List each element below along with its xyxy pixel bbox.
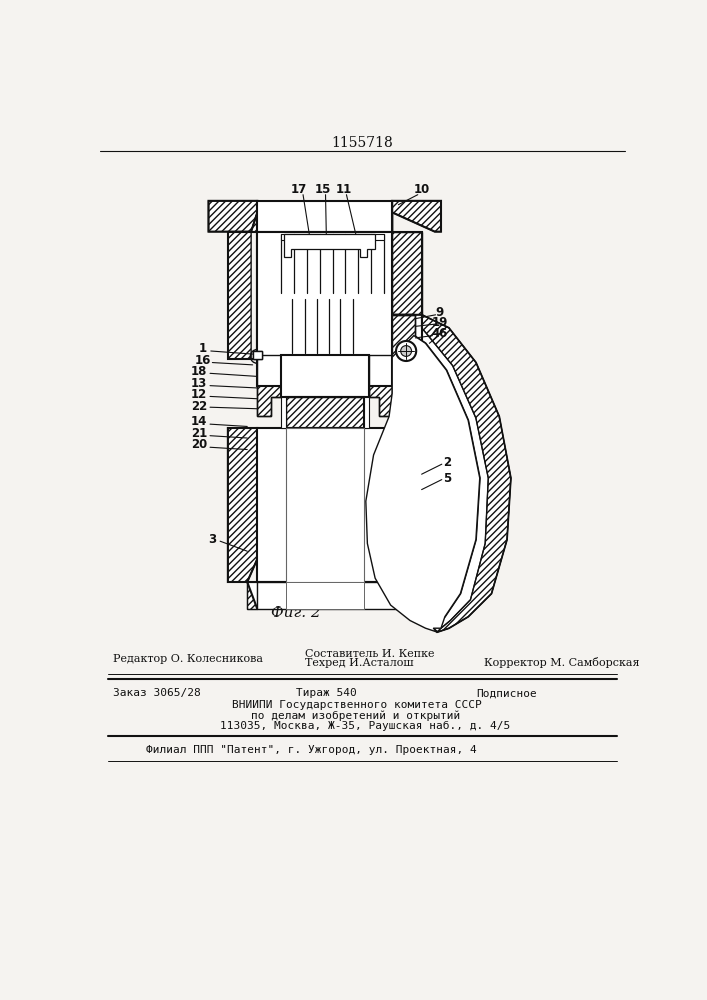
Polygon shape (209, 201, 257, 232)
Bar (411, 582, 421, 609)
Polygon shape (247, 582, 421, 609)
Polygon shape (369, 355, 392, 416)
Text: 14: 14 (191, 415, 207, 428)
Polygon shape (228, 212, 257, 359)
Polygon shape (366, 336, 480, 632)
Text: по делам изобретений и открытий: по делам изобретений и открытий (251, 711, 460, 721)
Bar (281, 397, 286, 428)
Text: 4: 4 (431, 327, 440, 340)
Bar (411, 582, 421, 609)
Text: 113035, Москва, Ж-35, Раушская наб., д. 4/5: 113035, Москва, Ж-35, Раушская наб., д. … (220, 721, 510, 731)
Text: Тираж 540: Тираж 540 (296, 688, 357, 698)
Polygon shape (284, 234, 375, 257)
Text: 19: 19 (431, 316, 448, 329)
Text: 16: 16 (195, 354, 211, 367)
Text: 18: 18 (191, 365, 207, 378)
Circle shape (396, 341, 416, 361)
Text: 3: 3 (209, 533, 216, 546)
Polygon shape (228, 428, 257, 582)
Bar (281, 355, 369, 397)
Bar (286, 397, 363, 428)
Bar (247, 582, 257, 609)
Bar (257, 232, 392, 386)
Text: 2: 2 (443, 456, 451, 469)
Text: 17: 17 (291, 183, 308, 196)
Bar (247, 582, 257, 609)
Bar (257, 428, 392, 582)
Text: Фиг. 2: Фиг. 2 (271, 606, 321, 620)
Bar (252, 351, 262, 359)
Polygon shape (392, 315, 510, 632)
Text: Составитель И. Кепке: Составитель И. Кепке (305, 649, 435, 659)
Circle shape (401, 346, 411, 356)
Text: Редактор О. Колесникова: Редактор О. Колесникова (113, 654, 263, 664)
Polygon shape (257, 355, 281, 416)
Bar (257, 582, 411, 609)
Text: 13: 13 (191, 377, 207, 390)
Bar (257, 201, 392, 232)
Text: 21: 21 (191, 427, 207, 440)
Text: 1: 1 (199, 342, 207, 355)
Text: 9: 9 (436, 306, 443, 319)
Text: Подписное: Подписное (476, 688, 537, 698)
Text: 10: 10 (414, 183, 430, 196)
Polygon shape (392, 201, 441, 232)
Bar (286, 397, 363, 428)
Text: 6: 6 (438, 327, 447, 340)
Bar (286, 428, 363, 582)
Bar (392, 315, 416, 357)
Polygon shape (392, 428, 421, 582)
Bar (286, 582, 363, 609)
Text: 15: 15 (315, 183, 332, 196)
Bar (252, 351, 262, 359)
Text: Филиал ППП "Патент", г. Ужгород, ул. Проектная, 4: Филиал ППП "Патент", г. Ужгород, ул. Про… (146, 745, 477, 755)
Text: Заказ 3065/28: Заказ 3065/28 (113, 688, 201, 698)
Polygon shape (392, 212, 421, 359)
Text: Техред И.Асталош: Техред И.Асталош (305, 658, 414, 668)
Text: 12: 12 (191, 388, 207, 401)
Text: 11: 11 (336, 183, 352, 196)
Bar (363, 397, 369, 428)
Text: Корректор М. Самборская: Корректор М. Самборская (484, 657, 639, 668)
Text: 1155718: 1155718 (331, 136, 393, 150)
Polygon shape (421, 315, 510, 632)
Text: 5: 5 (443, 472, 451, 485)
Text: ВНИИПИ Государственного комитета СССР: ВНИИПИ Государственного комитета СССР (232, 700, 481, 710)
Text: 20: 20 (191, 438, 207, 451)
Text: 22: 22 (191, 400, 207, 413)
Bar (281, 234, 385, 240)
